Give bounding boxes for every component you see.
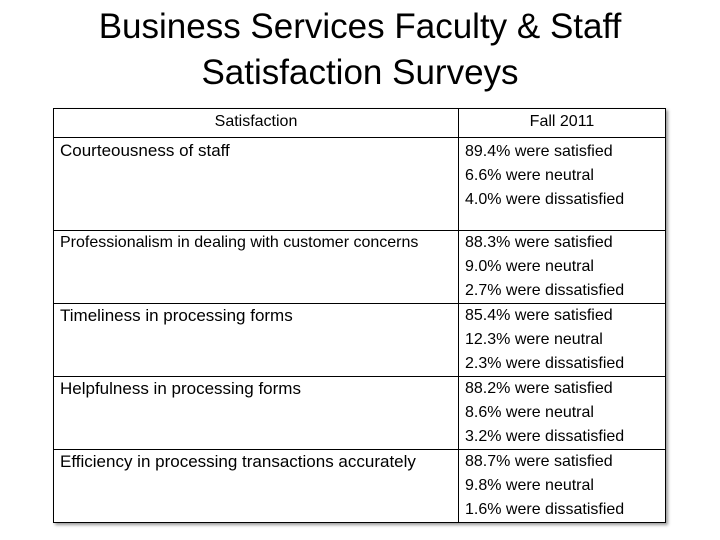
- table-row: Timeliness in processing forms 85.4% were…: [53, 303, 666, 377]
- result-line: 4.0% were dissatisfied: [465, 191, 625, 208]
- result-line: 3.2% were dissatisfied: [465, 428, 625, 445]
- table-row: Efficiency in processing transactions ac…: [53, 449, 666, 523]
- result-line: 2.3% were dissatisfied: [465, 355, 625, 372]
- item-cell: Efficiency in processing transactions ac…: [53, 449, 459, 523]
- item-cell: Timeliness in processing forms: [53, 303, 459, 377]
- header-cell: Satisfaction: [53, 108, 459, 138]
- item-cell: Professionalism in dealing with customer…: [53, 230, 459, 304]
- result-line: 1.6% were dissatisfied: [465, 501, 625, 518]
- table-body: Satisfaction Fall 2011 Courteousness of …: [53, 108, 666, 523]
- item-cell: Courteousness of staff: [53, 137, 459, 231]
- results-cell: 88.2% were satisfied 8.6% were neutral 3.2…: [458, 376, 666, 450]
- results-cell: 89.4% were satisfied 6.6% were neutral 4.0…: [458, 137, 666, 231]
- results-cell: 88.3% were satisfied 9.0% were neutral 2.7…: [458, 230, 666, 304]
- survey-table: Satisfaction Fall 2011 Courteousness of …: [53, 108, 666, 523]
- result-line: 85.4% were satisfied: [465, 307, 613, 324]
- slide-title: Business Services Faculty & Staff Satisf…: [0, 4, 720, 96]
- result-line: 9.0% were neutral: [465, 258, 594, 275]
- result-line: 6.6% were neutral: [465, 167, 594, 184]
- result-line: 88.7% were satisfied: [465, 453, 613, 470]
- result-line: 12.3% were neutral: [465, 331, 603, 348]
- result-line: 88.3% were satisfied: [465, 234, 613, 251]
- results-cell: 88.7% were satisfied 9.8% were neutral 1.6…: [458, 449, 666, 523]
- item-cell: Helpfulness in processing forms: [53, 376, 459, 450]
- result-line: 9.8% were neutral: [465, 477, 594, 494]
- result-line: 89.4% were satisfied: [465, 143, 613, 160]
- title-line: Business Services Faculty & Staff: [98, 7, 622, 46]
- table-row: Courteousness of staff 89.4% were satisfi…: [53, 137, 666, 231]
- result-line: 2.7% were dissatisfied: [465, 282, 625, 299]
- result-line: 88.2% were satisfied: [465, 380, 613, 397]
- results-cell: 85.4% were satisfied 12.3% were neutral 2.…: [458, 303, 666, 377]
- table-row: Helpfulness in processing forms 88.2% wer…: [53, 376, 666, 450]
- table-row: Professionalism in dealing with customer…: [53, 230, 666, 304]
- result-line: 8.6% were neutral: [465, 404, 594, 421]
- header-row: Satisfaction Fall 2011: [53, 108, 666, 138]
- header-cell: Fall 2011: [458, 108, 666, 138]
- title-line: Satisfaction Surveys: [201, 53, 519, 92]
